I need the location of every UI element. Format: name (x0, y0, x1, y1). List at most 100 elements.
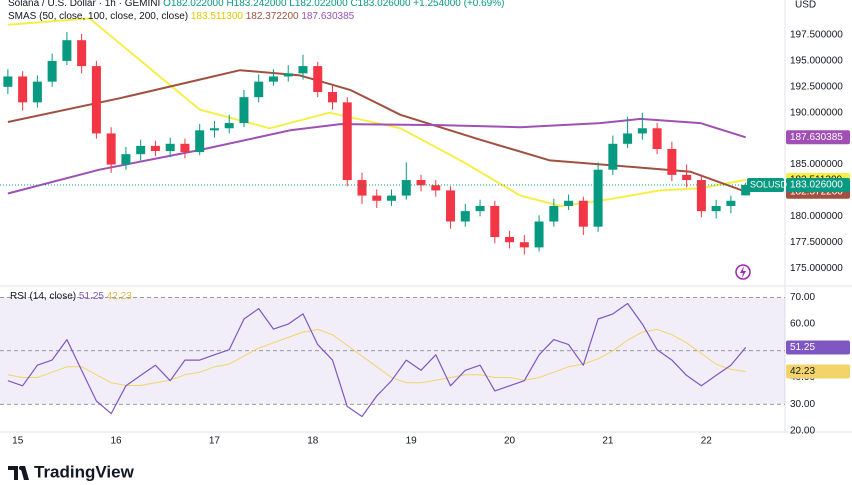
candle-body (490, 205, 500, 238)
logo-dot (19, 466, 23, 470)
candle-body (593, 169, 603, 227)
candle-body (77, 40, 87, 67)
ma-price-label: 187.630385 (790, 132, 843, 143)
candle-body (623, 133, 633, 144)
candle-body (195, 130, 205, 153)
candle-body (637, 128, 647, 134)
candle-body (357, 180, 367, 196)
candle-body (711, 205, 721, 212)
candle-body (431, 185, 441, 191)
candle-body (475, 205, 485, 212)
candle-body (327, 91, 337, 103)
x-tick-label: 21 (602, 436, 614, 447)
plot (0, 17, 785, 418)
candle-body (342, 102, 352, 181)
candle-body (254, 81, 264, 98)
candle-body (549, 205, 559, 222)
rsi-price-label-box (786, 364, 850, 379)
candle-body (696, 180, 706, 212)
candle-body (401, 180, 411, 196)
y-tick-label: 177.500000 (790, 237, 843, 248)
rsi-value: 51.25 (79, 291, 104, 302)
candle-body (283, 73, 293, 77)
candle-body (578, 200, 588, 227)
candle-body (47, 60, 57, 82)
candle-body (387, 195, 397, 201)
y-tick-label: 195.000000 (790, 56, 843, 67)
candle-body (136, 145, 146, 155)
moving-average (7, 69, 747, 193)
icon-bolt (740, 266, 746, 278)
candle-body (150, 145, 160, 152)
candle-body (505, 237, 515, 243)
rsi-line (7, 302, 747, 418)
x-tick-label: 20 (504, 436, 516, 447)
y-tick-label: 180.000000 (790, 211, 843, 222)
x-tick-label: 18 (307, 436, 319, 447)
x-tick-label: 15 (12, 436, 24, 447)
candle-body (32, 81, 42, 103)
replay-icon[interactable] (735, 264, 751, 280)
y-tick-label: 30.00 (790, 399, 815, 410)
candle-body (91, 66, 101, 134)
symbol-label: SOLUSD (750, 179, 788, 189)
y-tick-label: 60.00 (790, 319, 815, 330)
candle-body (165, 143, 175, 152)
ma-value: 183.511300 (191, 11, 244, 22)
symbol-box (747, 177, 784, 192)
rsi-price-label: 51.25 (790, 342, 815, 353)
candle-body (268, 76, 278, 82)
rsi-line (7, 328, 746, 386)
y-tick-label: 185.000000 (790, 159, 843, 170)
x-tick-label: 19 (406, 436, 418, 447)
candle-body (460, 211, 470, 222)
brand: TradingView (34, 462, 135, 481)
candle-body (239, 97, 249, 124)
candle-body (298, 66, 308, 74)
ma-value: 187.630385 (301, 11, 354, 22)
rsi-value: 42.23 (107, 291, 132, 302)
currency: USD (795, 0, 816, 11)
symbol-title: Solana / U.S. Dollar · 1h · GEMINI (8, 0, 160, 9)
candle-body (667, 148, 677, 175)
candle-body (121, 154, 131, 165)
candle-body (741, 184, 751, 196)
last-price-label: 183.026000 (790, 180, 843, 191)
ma-price-label-box (786, 130, 850, 145)
candle-body (608, 143, 618, 170)
ma-legend: SMAS (50, close, 100, close, 200, close)… (8, 11, 355, 22)
rsi-price-label-box (786, 340, 850, 355)
ma-value: 182.372200 (246, 11, 299, 22)
candle-body (62, 40, 72, 61)
y-tick-label: 20.00 (790, 426, 815, 437)
rsi-legend: RSI (14, close) 51.25 42.23 (10, 291, 132, 302)
candle-body (519, 242, 529, 248)
y-tick-label: 70.00 (790, 292, 815, 303)
y-tick-label: 192.500000 (790, 81, 843, 92)
moving-average (7, 117, 746, 195)
rsi-title: RSI (14, close) (10, 291, 76, 302)
icon-ring (735, 264, 751, 280)
candle-body (313, 66, 323, 92)
ohlc: O182.022000 H183.242000 L182.022000 C183… (163, 0, 504, 9)
candle-body (652, 128, 662, 149)
candle-body (18, 76, 28, 103)
logo-mark (8, 466, 29, 480)
x-tick-label: 22 (701, 436, 713, 447)
rsi-price-label: 42.23 (790, 366, 815, 377)
ma-legend-title: SMAS (50, close, 100, close, 200, close) (8, 11, 188, 22)
x-tick-label: 17 (209, 436, 221, 447)
candle-body (180, 143, 190, 153)
candle-body (106, 133, 116, 165)
y-tick-label: 197.500000 (790, 30, 843, 41)
logo: TradingView (8, 462, 135, 481)
candle-body (372, 195, 382, 201)
candle-body (446, 190, 456, 222)
candle-body (726, 200, 736, 206)
candle-body (682, 174, 692, 181)
y-tick-label: 175.000000 (790, 263, 843, 274)
candle-body (564, 200, 574, 206)
header: Solana / U.S. Dollar · 1h · GEMINI O182.… (8, 0, 504, 9)
